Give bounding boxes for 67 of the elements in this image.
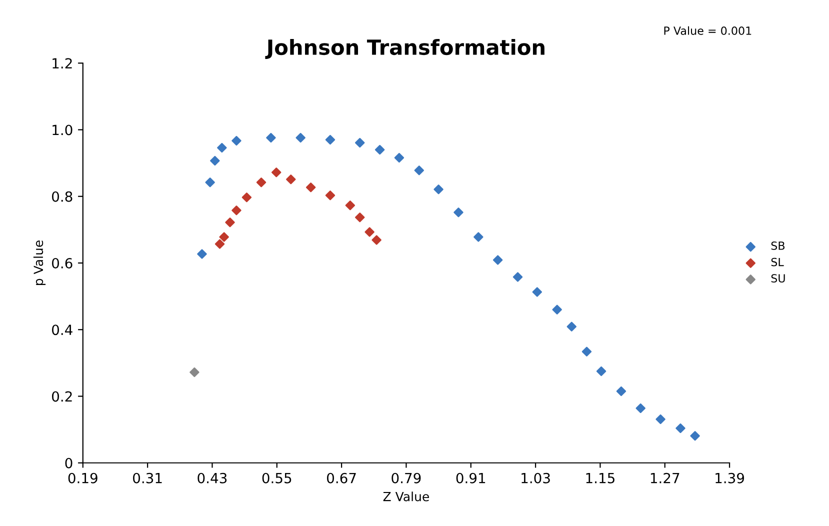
y-tick-label: 0.6 (52, 258, 72, 268)
x-tick-label: 0.67 (327, 472, 356, 484)
y-tick-label: 0.2 (52, 391, 72, 402)
text: P Value = 0.001 (664, 26, 752, 35)
point (532, 287, 542, 297)
x-tick-label: 0.31 (133, 472, 162, 484)
point (256, 178, 266, 188)
point (190, 367, 200, 378)
point (219, 232, 229, 242)
point (296, 132, 306, 143)
point (374, 144, 385, 155)
point (355, 138, 365, 148)
point (345, 200, 356, 210)
point (636, 403, 646, 414)
point (210, 156, 220, 166)
point (355, 212, 365, 222)
point (197, 249, 207, 259)
point (242, 192, 252, 202)
point (552, 304, 562, 314)
point (414, 166, 424, 176)
point (232, 136, 242, 146)
point (616, 386, 626, 396)
point (306, 182, 316, 192)
y-tick-label: 0 (65, 458, 72, 468)
legend-label: SU (771, 274, 785, 283)
point (225, 217, 235, 228)
point (596, 366, 606, 376)
point (582, 346, 592, 356)
point (325, 190, 336, 200)
x-tick-label: 1.15 (586, 473, 614, 484)
x-tick-label: 0.55 (262, 472, 292, 484)
point (566, 322, 576, 332)
x-tick-label: 1.03 (522, 472, 550, 484)
point (286, 174, 296, 184)
x-tick-label: 1.39 (716, 472, 744, 484)
y-tick-label: 1.0 (52, 124, 72, 136)
point (266, 132, 276, 143)
point (372, 235, 382, 245)
point (676, 423, 686, 434)
legend-label: SB (771, 242, 785, 250)
x-tick-label: 0.79 (392, 472, 421, 484)
point (394, 152, 404, 163)
point (512, 272, 523, 282)
point (364, 227, 374, 237)
point (232, 206, 242, 216)
point (434, 184, 444, 194)
point (474, 232, 484, 242)
point (271, 168, 282, 178)
y-tick-label: 0.8 (52, 191, 72, 202)
point (214, 239, 225, 249)
y-tick-label: 1.2 (52, 58, 72, 68)
x-tick-label: 0.19 (68, 472, 98, 484)
point (454, 208, 464, 218)
x-tick-label: 1.27 (650, 472, 680, 484)
point (325, 134, 336, 145)
point (217, 142, 227, 153)
y-axis-title: p Value (33, 240, 46, 285)
legend-label: SL (771, 258, 784, 266)
y-tick-label: 0.4 (52, 324, 72, 336)
x-axis-title: Z Value (383, 492, 429, 502)
chart-title: Johnson Transformation (265, 38, 544, 59)
point (690, 431, 700, 441)
x-tick-label: 0.43 (198, 472, 227, 484)
point (492, 255, 503, 265)
point (656, 414, 666, 424)
point (205, 178, 215, 188)
x-tick-label: 0.91 (456, 472, 486, 484)
